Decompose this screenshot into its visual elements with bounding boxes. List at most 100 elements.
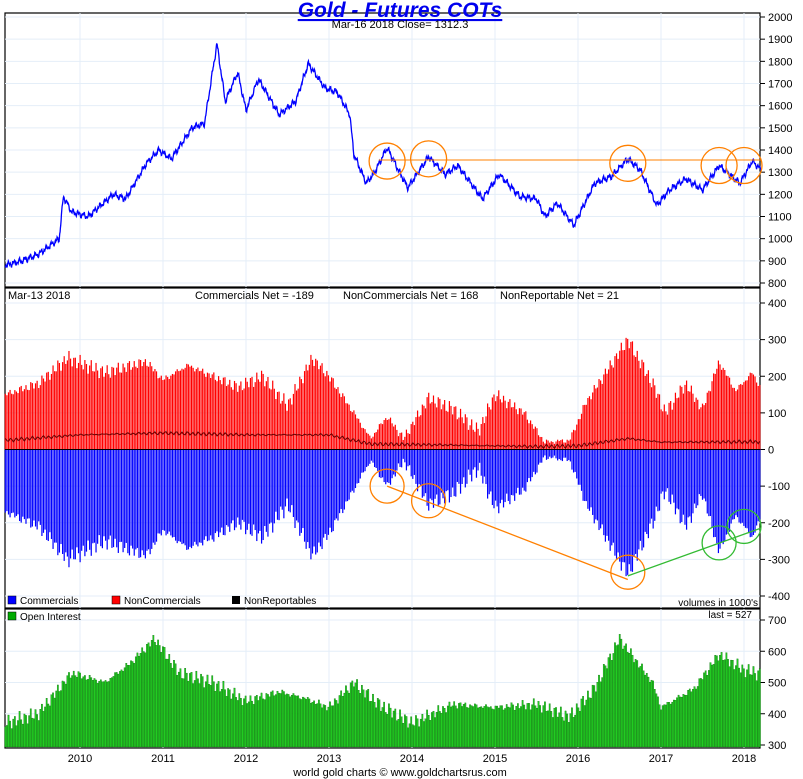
open-interest-bar [587,690,589,748]
noncommercials-bar [141,366,143,450]
commercials-bar [104,449,107,541]
commercials-bar [260,449,263,544]
noncommercials-bar [596,387,599,450]
open-interest-bar [517,703,519,748]
commercials-bar [501,449,503,500]
noncommercials-bar [649,382,651,450]
open-interest-bar [95,679,97,748]
commercials-bar [232,449,234,521]
commercials-bar [178,449,180,542]
commercials-bar [751,449,753,537]
open-interest-bar [82,676,85,748]
commercials-bar [576,449,578,479]
commercials-bar [517,449,519,488]
open-interest-bar [332,705,335,748]
open-interest-bar [738,667,740,748]
commercials-bar [224,449,226,536]
commercials-bar [93,449,96,543]
open-interest-bar [394,708,397,748]
noncommercials-bar [28,390,30,450]
commercials-bar [253,449,255,525]
noncommercials-bar [104,372,107,450]
noncommercials-bar [477,428,479,450]
open-interest-bar [595,691,597,748]
noncommercials-bar [539,436,541,450]
commercials-bar [447,449,449,491]
open-interest-bar [193,680,196,748]
noncommercials-bar [108,374,110,450]
y-tick-label: 1600 [768,101,792,113]
noncommercials-bar [725,375,727,450]
open-interest-bar [268,696,271,748]
commercials-bar [63,449,65,561]
open-interest-bar [209,685,212,748]
commercials-bar [326,449,328,540]
commercials-bar [288,449,290,512]
open-interest-bar [74,675,77,748]
commercials-bar [487,449,489,499]
noncommercials-bar [324,376,326,450]
open-interest-bar [144,652,147,748]
noncommercials-bar [163,379,166,450]
open-interest-bar [314,704,317,748]
noncommercials-bar [230,387,232,450]
open-interest-bar [359,693,362,748]
noncommercials-bar [697,399,699,450]
open-interest-bar [660,709,662,748]
open-interest-bar [197,678,199,748]
noncommercials-bar [381,424,384,450]
open-interest-bar [392,710,395,748]
open-interest-bar [181,678,183,748]
open-interest-bar [512,704,514,748]
open-interest-bar [370,701,373,748]
open-interest-bar [622,648,624,748]
open-interest-bar [270,691,272,748]
noncommercials-bar [746,380,748,450]
open-interest-bar [251,700,253,748]
noncommercials-bar [689,391,691,450]
commercials-bar [332,449,334,532]
open-interest-bar [17,720,19,748]
noncommercials-bar [39,385,41,450]
commercials-bar [690,449,692,523]
noncommercials-bar [6,395,8,450]
commercials-bar [235,449,237,528]
commercials-bar [453,449,455,497]
noncommercials-bar [87,373,89,450]
commercials-bar [6,449,8,512]
noncommercials-bar [294,384,296,450]
open-interest-bar [680,696,683,748]
noncommercials-bar [472,429,474,450]
open-interest-bar [583,705,586,748]
commercials-bar [303,449,306,542]
noncommercials-bar [565,442,567,450]
noncommercials-bar [440,409,443,450]
open-interest-bar [688,688,691,748]
noncommercials-bar [660,409,662,450]
noncommercials-bar [74,357,76,450]
noncommercials-bar [674,392,677,450]
noncommercials-bar [300,379,302,450]
open-interest-bar [507,706,510,748]
noncommercials-bar [267,376,269,450]
open-interest-bar [343,692,346,748]
open-interest-bar [397,719,400,748]
commercials-bar [42,449,45,533]
open-interest-bar [574,714,577,748]
noncommercials-bar [652,378,654,450]
open-interest-bar [324,705,327,748]
commercials-bar [77,449,80,554]
commercials-bar [154,449,156,545]
open-interest-bar [119,671,121,748]
commercials-bar [493,449,495,509]
open-interest-bar [518,708,521,748]
open-interest-bar [20,719,23,748]
noncommercials-bar [270,389,272,450]
noncommercials-bar [364,429,366,450]
noncommercials-bar [326,370,328,450]
commercials-bar [50,449,53,540]
commercials-bar [509,449,511,505]
noncommercials-bar [237,391,239,450]
open-interest-bar [668,702,670,748]
y-tick-label: 500 [768,678,786,690]
